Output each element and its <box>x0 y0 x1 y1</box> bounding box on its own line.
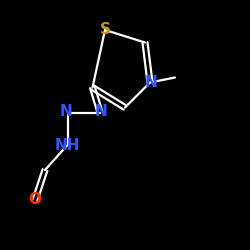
Text: O: O <box>28 192 42 208</box>
Text: NH: NH <box>55 138 80 152</box>
Text: N: N <box>95 104 108 119</box>
Text: N: N <box>145 75 158 90</box>
Text: S: S <box>100 22 110 38</box>
Text: N: N <box>60 104 72 119</box>
